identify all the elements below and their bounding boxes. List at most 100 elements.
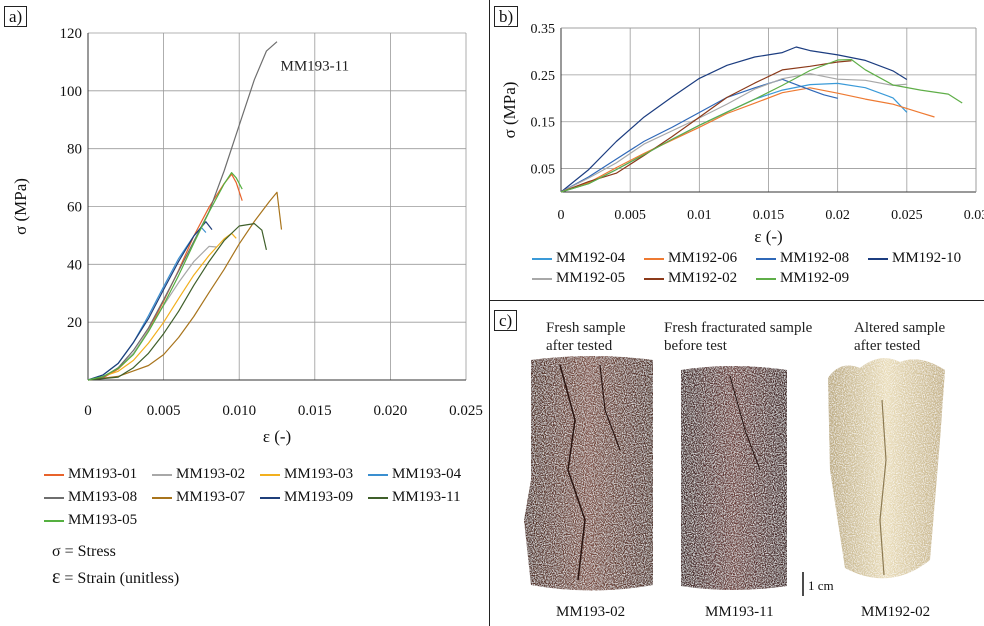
legend-label: MM193-04 xyxy=(392,466,462,482)
photo-caption-2-line2: before test xyxy=(664,338,727,354)
photo-caption-1-line2: after tested xyxy=(546,338,613,354)
legend-swatch xyxy=(260,496,280,499)
definition-stress: σ = Stress xyxy=(52,543,116,561)
legend-item-mm193-09: MM193-09 xyxy=(260,489,353,506)
legend-swatch xyxy=(756,277,776,280)
y-tick-label: 60 xyxy=(67,200,82,216)
photo-caption-3-line2: after tested xyxy=(854,338,921,354)
y-tick-label: 0.35 xyxy=(531,22,556,37)
legend-item-mm192-06: MM192-06 xyxy=(644,250,737,267)
x-tick-label: 0.03 xyxy=(964,208,984,223)
x-tick-label: 0.02 xyxy=(825,208,850,223)
series-line-mm193-09 xyxy=(87,221,213,381)
legend-item-mm193-05: MM193-05 xyxy=(44,512,137,529)
legend-label: MM192-06 xyxy=(668,250,738,266)
legend-label: MM193-03 xyxy=(284,466,354,482)
sample-photo-mm193-11 xyxy=(681,366,787,590)
photo-label-3: MM192-02 xyxy=(861,604,931,620)
photo-caption-1-line1: Fresh sample xyxy=(546,320,626,336)
x-tick-label: 0.015 xyxy=(298,403,332,419)
legend-swatch xyxy=(152,496,172,499)
annotation-label: MM193-11 xyxy=(281,59,350,75)
definition-strain: ε = Strain (unitless) xyxy=(52,566,179,589)
legend-item-mm192-02: MM192-02 xyxy=(644,270,737,287)
y-tick-label: 0.25 xyxy=(531,69,556,84)
x-tick-label: 0 xyxy=(84,403,92,419)
legend-swatch xyxy=(644,257,664,260)
series-line-mm192-02 xyxy=(560,60,852,193)
panel-a-tag: a) xyxy=(4,6,28,27)
definition-strain-text: = Strain (unitless) xyxy=(64,570,180,587)
legend-item-mm193-02: MM193-02 xyxy=(152,466,245,483)
legend-item-mm193-01: MM193-01 xyxy=(44,466,137,483)
y-tick-label: 0.05 xyxy=(531,163,556,178)
scale-bar-label: 1 cm xyxy=(808,578,834,593)
legend-label: MM192-09 xyxy=(780,270,850,286)
photo-caption-2-line1: Fresh fracturated sample xyxy=(664,320,813,336)
definition-stress-symbol: σ xyxy=(52,543,61,560)
legend-item-mm192-09: MM192-09 xyxy=(756,270,849,287)
x-tick-label: 0.015 xyxy=(753,208,785,223)
definition-stress-text: = Stress xyxy=(64,543,116,560)
legend-swatch xyxy=(532,257,552,260)
legend-item-mm193-07: MM193-07 xyxy=(152,489,245,506)
series-line-mm193-11 xyxy=(87,223,267,381)
legend-label: MM192-10 xyxy=(892,250,962,266)
panel-c-tag: c) xyxy=(494,310,518,331)
legend-label: MM193-11 xyxy=(392,489,461,505)
legend-item-mm192-05: MM192-05 xyxy=(532,270,625,287)
definition-strain-symbol: ε xyxy=(52,566,61,588)
y-tick-label: 100 xyxy=(60,84,83,100)
y-tick-label: 0.15 xyxy=(531,116,556,131)
legend-swatch xyxy=(44,519,64,522)
photo-label-2: MM193-11 xyxy=(705,604,774,620)
legend-label: MM193-02 xyxy=(176,466,246,482)
x-axis-label: ε (-) xyxy=(754,227,782,246)
x-axis-label: ε (-) xyxy=(263,427,291,446)
series-line-mm193-05 xyxy=(87,172,243,381)
panel-divider-horizontal xyxy=(489,300,984,301)
legend-a: MM193-01 MM193-02 MM193-03 MM193-04 MM193-08… xyxy=(44,466,484,536)
legend-label: MM193-01 xyxy=(68,466,138,482)
legend-label: MM192-02 xyxy=(668,270,738,286)
x-tick-label: 0.025 xyxy=(449,403,483,419)
legend-item-mm193-03: MM193-03 xyxy=(260,466,353,483)
x-tick-label: 0.020 xyxy=(374,403,408,419)
series-line-mm193-03 xyxy=(87,232,237,381)
series-line-mm192-08 xyxy=(560,78,838,193)
sample-photo-mm193-02 xyxy=(524,356,653,591)
x-tick-label: 0.025 xyxy=(891,208,923,223)
x-tick-label: 0.005 xyxy=(614,208,646,223)
x-tick-label: 0.01 xyxy=(687,208,712,223)
legend-item-mm192-08: MM192-08 xyxy=(756,250,849,267)
series-line-mm193-08 xyxy=(87,41,278,381)
legend-item-mm192-10: MM192-10 xyxy=(868,250,961,267)
legend-swatch xyxy=(152,473,172,476)
legend-label: MM193-07 xyxy=(176,489,246,505)
y-tick-label: 80 xyxy=(67,142,82,158)
legend-item-mm193-04: MM193-04 xyxy=(368,466,461,483)
legend-label: MM193-09 xyxy=(284,489,354,505)
y-axis-label: σ (MPa) xyxy=(500,82,519,139)
legend-label: MM192-04 xyxy=(556,250,626,266)
panel-b-tag: b) xyxy=(494,6,519,27)
series-line-mm192-09 xyxy=(560,59,963,193)
y-tick-label: 40 xyxy=(67,257,82,273)
legend-swatch xyxy=(368,496,388,499)
photo-caption-3-line1: Altered sample xyxy=(854,320,946,336)
series-line-mm192-10 xyxy=(560,46,908,193)
panel-divider-vertical xyxy=(489,0,490,626)
legend-item-mm193-08: MM193-08 xyxy=(44,489,137,506)
photo-caption-2: Fresh fracturated sample before test xyxy=(664,319,812,355)
x-tick-label: 0 xyxy=(558,208,565,223)
legend-item-mm192-04: MM192-04 xyxy=(532,250,625,267)
legend-swatch xyxy=(260,473,280,476)
legend-swatch xyxy=(532,277,552,280)
photo-label-1: MM193-02 xyxy=(556,604,626,620)
x-tick-label: 0.010 xyxy=(222,403,256,419)
series-line-mm193-07 xyxy=(87,191,283,381)
photo-caption-3: Altered sample after tested xyxy=(854,319,945,355)
